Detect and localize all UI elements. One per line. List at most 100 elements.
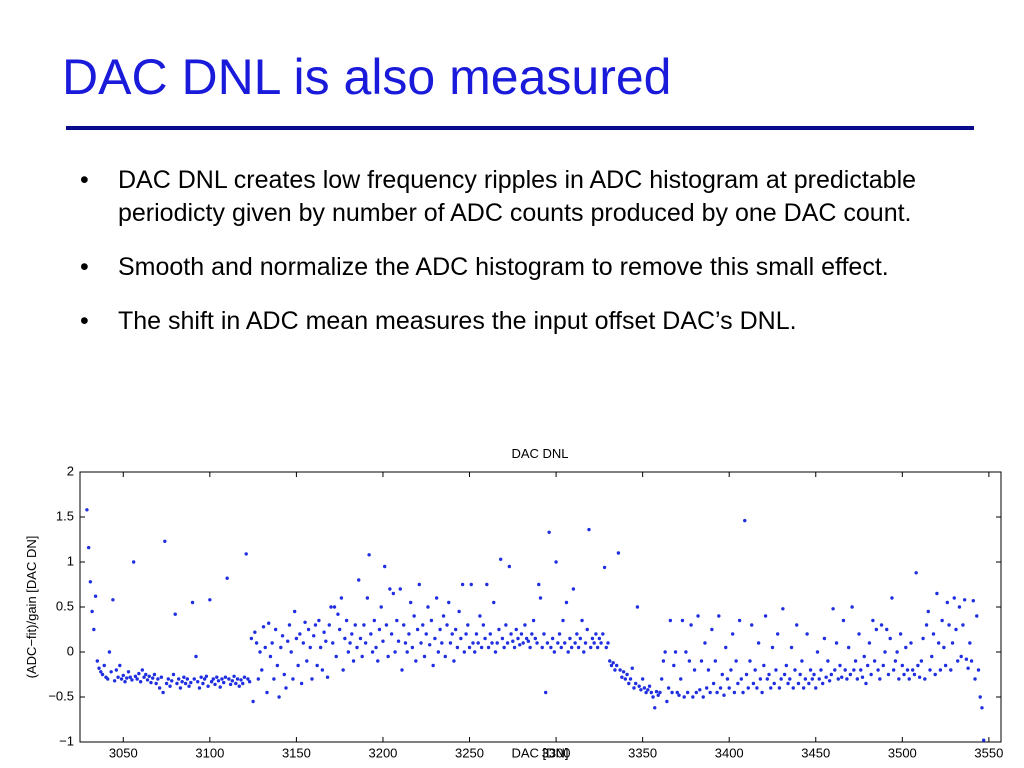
data-point (301, 641, 306, 645)
data-point (526, 639, 531, 643)
data-point (819, 668, 823, 672)
data-point (654, 689, 659, 694)
data-point (744, 672, 749, 677)
data-point (739, 677, 744, 681)
data-point (434, 596, 439, 600)
bullet-text: The shift in ADC mean measures the input… (118, 307, 797, 335)
data-point (360, 654, 364, 659)
data-point (97, 666, 101, 670)
data-point (282, 672, 286, 677)
data-point (159, 675, 164, 679)
data-point (895, 650, 899, 654)
data-point (135, 677, 139, 681)
data-point (341, 668, 345, 672)
data-point (367, 553, 371, 557)
data-point (973, 677, 977, 681)
data-point (220, 677, 224, 681)
data-point (318, 645, 323, 650)
data-point (540, 645, 544, 650)
data-point (779, 677, 783, 681)
x-tick-label: 3250 (455, 746, 484, 761)
data-point (176, 677, 181, 681)
data-point (698, 688, 702, 692)
data-point (919, 659, 924, 663)
data-point (227, 677, 231, 681)
data-point (850, 605, 854, 609)
chart-title: DAC DNL (511, 446, 568, 461)
data-point (909, 641, 913, 645)
axis-ticks: 3050 3100 3150 3200 3250 3300 3350 3400 3450 3500… (48, 463, 1003, 760)
data-point (751, 681, 756, 686)
data-point (412, 614, 416, 618)
data-point (455, 645, 460, 650)
data-point (357, 578, 361, 582)
data-point (550, 636, 555, 641)
data-point (408, 600, 413, 605)
data-point (845, 677, 849, 681)
data-point (459, 636, 463, 641)
data-point (452, 659, 456, 663)
data-point (230, 679, 235, 683)
data-point (422, 654, 427, 659)
data-point (258, 650, 262, 654)
data-point (736, 681, 740, 686)
bullet-text: DAC DNL creates low frequency ripples in… (118, 166, 917, 227)
data-points (85, 508, 986, 742)
data-point (853, 659, 858, 663)
data-point (353, 623, 357, 627)
x-tick-label: 3200 (368, 746, 397, 761)
data-point (774, 668, 778, 672)
data-point (682, 695, 686, 699)
data-point (497, 627, 501, 632)
data-point (490, 641, 494, 645)
data-point (874, 627, 879, 632)
data-point (92, 627, 96, 632)
data-point (710, 627, 714, 632)
data-point (382, 564, 387, 569)
data-point (753, 668, 757, 672)
data-point (632, 686, 636, 690)
data-point (351, 659, 356, 663)
data-point (869, 672, 873, 677)
data-point (715, 690, 719, 695)
data-point (659, 677, 664, 681)
data-point (791, 686, 795, 690)
data-point (569, 645, 574, 650)
data-point (786, 681, 790, 686)
data-point (263, 645, 267, 650)
data-point (486, 645, 491, 650)
data-point (182, 675, 186, 679)
data-point (687, 659, 692, 663)
data-point (225, 576, 229, 580)
x-tick-label: 3150 (282, 746, 311, 761)
data-point (528, 645, 532, 650)
data-point (315, 663, 319, 668)
data-point (370, 650, 375, 654)
data-point (950, 641, 955, 645)
data-point (679, 677, 683, 681)
data-point (256, 677, 261, 681)
data-point (93, 594, 98, 598)
data-point (812, 672, 816, 677)
data-point (957, 605, 962, 609)
data-point (215, 675, 219, 679)
data-point (549, 645, 553, 650)
bullet-dot-icon: • (80, 253, 89, 281)
data-point (206, 684, 210, 688)
data-point (322, 630, 326, 634)
data-point (253, 630, 257, 634)
data-point (334, 654, 338, 659)
data-point (164, 681, 169, 686)
data-point (542, 632, 546, 636)
data-point (725, 677, 730, 681)
data-point (99, 670, 103, 674)
data-point (298, 632, 302, 636)
data-point (128, 675, 132, 679)
data-point (614, 663, 619, 668)
data-point (717, 614, 721, 618)
data-point (391, 591, 396, 596)
data-point (689, 623, 693, 627)
data-point (502, 645, 506, 650)
data-point (724, 645, 728, 650)
data-point (770, 645, 775, 650)
